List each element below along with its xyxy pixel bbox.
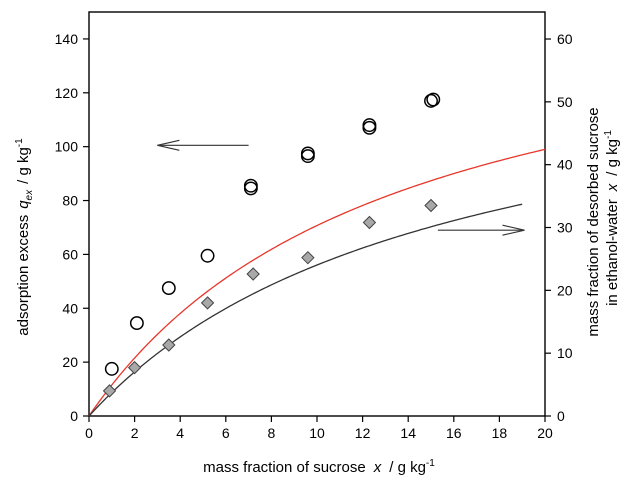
y-right-tick-label: 60 xyxy=(557,31,573,47)
data-point-diamond xyxy=(424,198,438,213)
data-point-circle xyxy=(200,248,215,263)
direction-arrows xyxy=(157,139,525,236)
arrow-left-axis xyxy=(157,139,249,151)
x-tick-label: 10 xyxy=(309,425,325,441)
data-point-circle xyxy=(129,316,144,331)
data-point-circle xyxy=(362,118,377,133)
data-point-diamond xyxy=(127,360,142,375)
arrow-head xyxy=(157,139,180,151)
fit-curve-right xyxy=(88,203,523,417)
arrow-right-axis xyxy=(437,224,525,236)
x-tick-label: 4 xyxy=(176,425,184,441)
x-tick-label: 2 xyxy=(131,425,139,441)
data-point-diamond xyxy=(162,338,176,352)
y-left-axis-title: adsorption excessqex/ g kg-1 xyxy=(14,138,35,336)
arrow-head xyxy=(502,224,525,236)
x-axis-title: mass fraction of sucrose x / g kg-1 xyxy=(203,458,435,476)
data-point-diamond xyxy=(102,384,117,398)
y-right-tick-label: 10 xyxy=(557,345,573,361)
data-point-diamond xyxy=(200,296,215,310)
y-right-tick-label: 0 xyxy=(557,408,565,424)
x-tick-label: 18 xyxy=(492,425,508,441)
y-right-axis-title-line2: in ethanol-waterx/ g kg-1 xyxy=(603,130,621,306)
y-left-tick-label: 0 xyxy=(70,408,78,424)
y-right-tick-label: 40 xyxy=(557,157,573,173)
x-tick-label: 14 xyxy=(400,425,416,441)
data-point-diamond xyxy=(246,267,260,281)
x-tick-label: 20 xyxy=(537,425,553,441)
data-point-circle xyxy=(161,281,176,296)
data-point-circle xyxy=(300,149,315,164)
data-point-circle xyxy=(243,181,258,196)
y-right-axis-title-line1: mass fraction of desorbed sucrose xyxy=(585,107,602,336)
data-point-circle xyxy=(104,361,119,376)
y-left-tick-label: 60 xyxy=(62,246,78,262)
fit-curves xyxy=(88,148,546,417)
plot-frame xyxy=(88,11,546,417)
data-point-circle xyxy=(362,120,377,135)
data-point-circle xyxy=(426,92,441,107)
x-tick-label: 8 xyxy=(268,425,276,441)
axes: 0 2 4 6 8 10 12 14 16 18 2002040608010012014001020… xyxy=(55,11,573,441)
data-point-circle xyxy=(424,93,438,108)
x-tick-label: 12 xyxy=(355,425,371,441)
x-tick-label: 0 xyxy=(85,425,93,441)
data-point-circle xyxy=(300,146,315,161)
y-left-tick-label: 80 xyxy=(62,193,78,209)
y-left-tick-label: 140 xyxy=(55,31,79,47)
data-markers xyxy=(102,92,441,398)
fit-curve-left xyxy=(88,148,546,417)
data-point-diamond xyxy=(362,215,377,230)
y-left-tick-label: 120 xyxy=(55,85,79,101)
y-left-tick-label: 40 xyxy=(62,300,78,316)
y-right-tick-label: 30 xyxy=(557,220,573,236)
y-left-tick-label: 20 xyxy=(62,354,78,370)
y-right-tick-label: 50 xyxy=(557,94,573,110)
data-point-diamond xyxy=(301,250,315,265)
x-tick-label: 6 xyxy=(222,425,230,441)
data-point-circle xyxy=(243,178,258,193)
y-left-tick-label: 100 xyxy=(55,139,79,155)
y-right-tick-label: 20 xyxy=(557,282,573,298)
x-tick-label: 16 xyxy=(446,425,462,441)
